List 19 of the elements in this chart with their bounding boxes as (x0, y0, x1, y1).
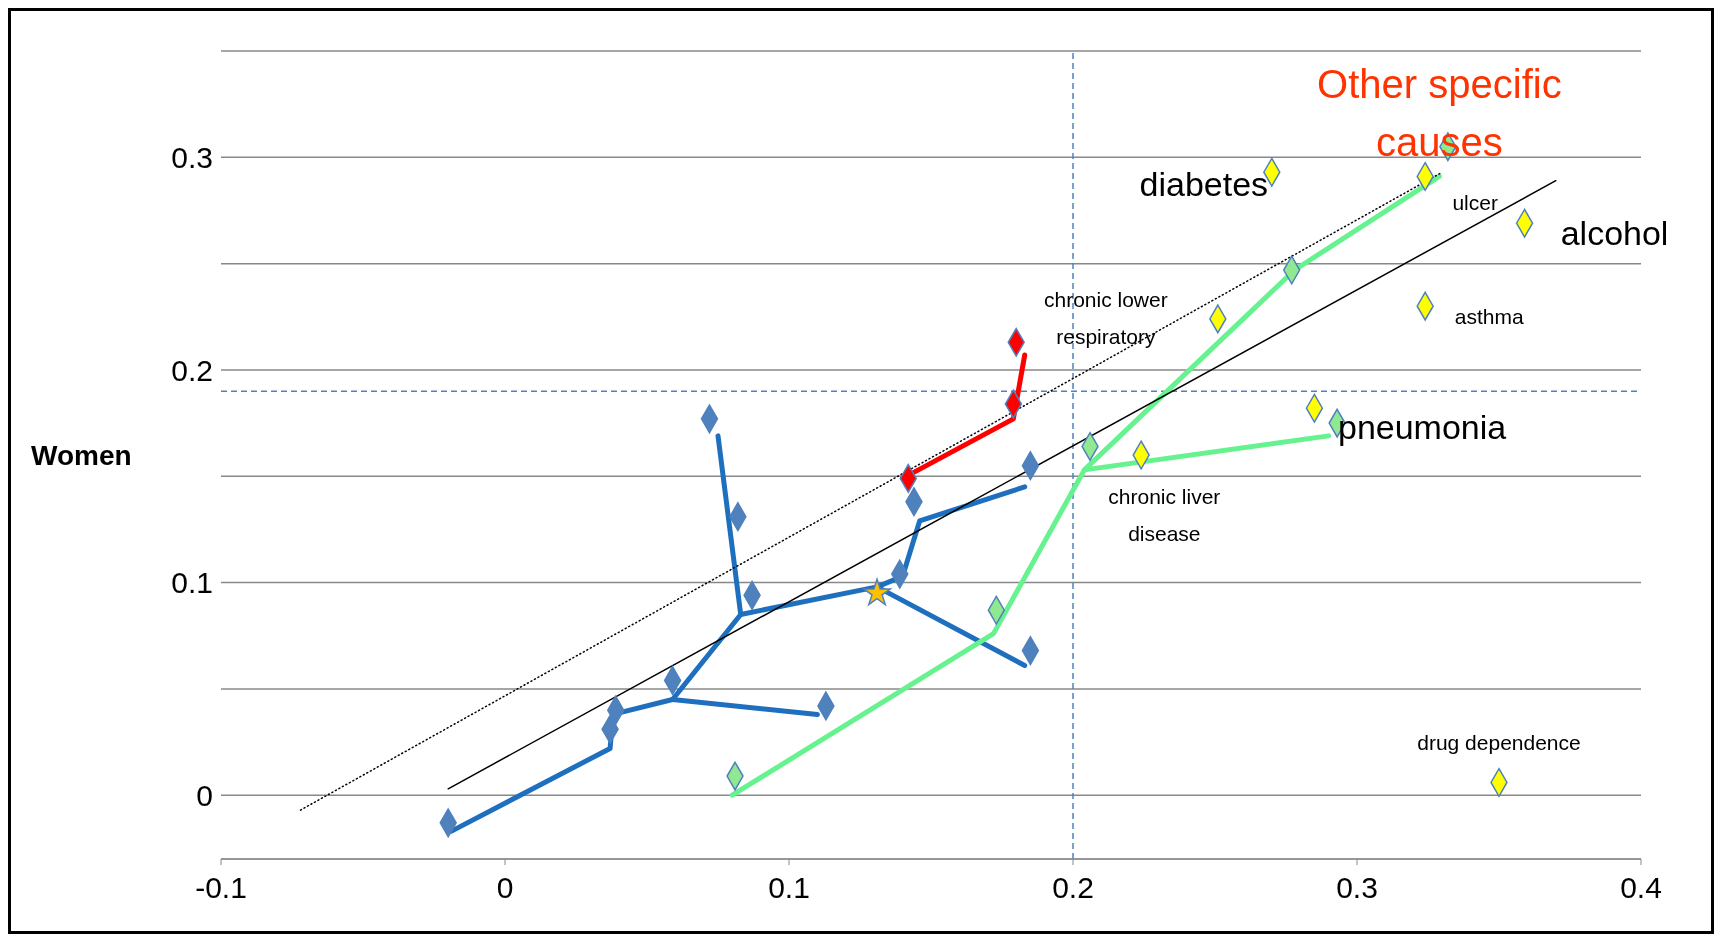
x-tick-label: -0.1 (195, 871, 247, 905)
annotation: diabetes (1139, 165, 1269, 204)
annotation: drug dependence (1417, 731, 1581, 755)
annotation: ulcer (1452, 191, 1498, 215)
annotation: pneumonia (1337, 408, 1507, 447)
annotation: asthma (1454, 305, 1524, 329)
y-tick-label: 0.2 (171, 353, 213, 387)
annotation: alcohol (1560, 214, 1669, 253)
y-axis-title: Women (31, 439, 132, 471)
y-tick-label: 0.1 (171, 566, 213, 600)
x-tick-label: 0.1 (768, 871, 810, 905)
annotation: chronic lower respiratory (1043, 287, 1168, 348)
y-tick-label: 0.3 (171, 140, 213, 174)
x-tick-label: 0 (496, 871, 514, 905)
annotation: chronic liver disease (1108, 484, 1221, 545)
y-tick-label: 0 (196, 778, 213, 812)
x-tick-label: 0.2 (1052, 871, 1094, 905)
x-tick-label: 0.3 (1336, 871, 1378, 905)
x-tick-label: 0.4 (1620, 871, 1662, 905)
